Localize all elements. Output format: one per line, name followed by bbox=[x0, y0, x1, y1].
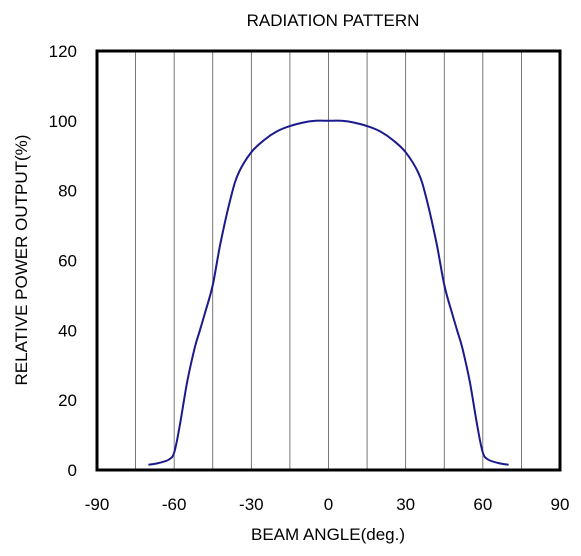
x-tick-label: 60 bbox=[473, 495, 492, 514]
x-tick-label: -90 bbox=[85, 495, 110, 514]
x-tick-label: -60 bbox=[162, 495, 187, 514]
plot-frame bbox=[95, 49, 562, 472]
y-tick-label: 60 bbox=[58, 252, 77, 271]
y-axis-label: RELATIVE POWER OUTPUT(%) bbox=[12, 135, 31, 386]
y-tick-label: 20 bbox=[58, 391, 77, 410]
x-tick-label: 0 bbox=[324, 495, 333, 514]
x-axis-label: BEAM ANGLE(deg.) bbox=[251, 525, 405, 544]
tick-labels: -90 -60 -30 0 30 60 90 0 20 40 60 80 100 120 bbox=[49, 42, 570, 514]
x-tick-label: 90 bbox=[551, 495, 570, 514]
y-tick-label: 100 bbox=[49, 112, 77, 131]
y-tick-label: 40 bbox=[58, 321, 77, 340]
y-tick-label: 80 bbox=[58, 182, 77, 201]
x-tick-label: 30 bbox=[396, 495, 415, 514]
grid-lines bbox=[135, 51, 522, 470]
radiation-curve bbox=[148, 119, 509, 466]
y-tick-label: 120 bbox=[49, 42, 77, 61]
chart-title: RADIATION PATTERN bbox=[247, 11, 420, 30]
x-tick-label: -30 bbox=[239, 495, 264, 514]
y-tick-label: 0 bbox=[68, 461, 77, 480]
